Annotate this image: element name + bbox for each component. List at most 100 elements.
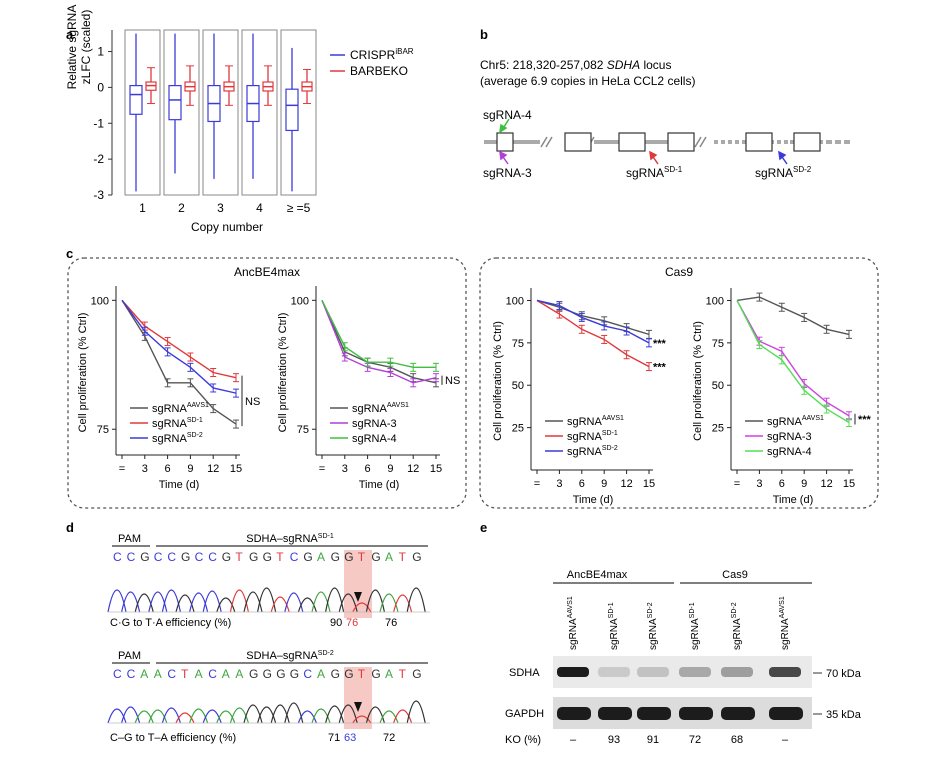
e-ko-4: 72 bbox=[689, 734, 701, 746]
d-peak-16 bbox=[325, 705, 345, 724]
c-ytick-25: 25 bbox=[512, 423, 524, 435]
d-base-9: T bbox=[235, 550, 243, 564]
d-base-10: G bbox=[249, 550, 258, 564]
c-xtick-0: = bbox=[734, 478, 740, 490]
d-base-22: G bbox=[412, 667, 421, 681]
d-base-21: T bbox=[399, 667, 407, 681]
d-base-15: A bbox=[317, 550, 325, 564]
d-peak-5 bbox=[175, 712, 195, 724]
a-ytick-3: -2 bbox=[93, 152, 104, 166]
c-legend-1: sgRNAAAVS1 bbox=[567, 415, 624, 428]
c-line-3 bbox=[321, 300, 436, 369]
d-peak-19 bbox=[365, 589, 385, 613]
a-ytick-0: 1 bbox=[97, 45, 104, 59]
d-base-21: T bbox=[399, 550, 407, 564]
c-ytick-50: 50 bbox=[712, 380, 724, 392]
d-base-18: T bbox=[358, 667, 366, 681]
e-band-gapdh-4 bbox=[679, 707, 713, 720]
e-band-gapdh-2 bbox=[598, 707, 632, 720]
c-line-2 bbox=[121, 299, 237, 379]
a-legend-crispr: CRISPRiBAR bbox=[350, 47, 414, 62]
d-base-16: G bbox=[331, 550, 340, 564]
d-base-12: G bbox=[276, 667, 285, 681]
d-peak-3 bbox=[148, 709, 168, 724]
a-box-crispr-3 bbox=[207, 33, 221, 179]
d-peak-8 bbox=[216, 710, 236, 724]
e-lane-label-3: sgRNASD-2 bbox=[647, 602, 659, 650]
c-xtick-5: 15 bbox=[643, 478, 655, 490]
a-box-barbeko-2 bbox=[184, 65, 196, 106]
a-legend: CRISPRiBAR BARBEKO bbox=[330, 47, 414, 78]
b-subtitle: (average 6.9 copies in HeLa CCL2 cells) bbox=[480, 74, 695, 88]
d-eff-label-2: C–G to T–A efficiency (%) bbox=[110, 732, 236, 744]
b-label-sgsd2: sgRNASD-2 bbox=[755, 165, 812, 180]
c-line-3 bbox=[536, 299, 650, 344]
d-base-14: C bbox=[303, 667, 312, 681]
a-xtick-1: 1 bbox=[139, 201, 146, 215]
panel-letter-b: b bbox=[480, 27, 488, 42]
c-line-1 bbox=[321, 300, 437, 384]
c-ylabel: Cell proliferation (% Ctrl) bbox=[277, 313, 289, 433]
c-ytick-100: 100 bbox=[291, 295, 309, 307]
e-band-gapdh-1 bbox=[557, 707, 591, 720]
d-peak-0 bbox=[107, 708, 127, 724]
d-base-22: G bbox=[412, 550, 421, 564]
a-box-crispr-5 bbox=[285, 47, 299, 192]
c-xtick-4: 12 bbox=[620, 478, 632, 490]
c-legend-3: sgRNASD-2 bbox=[567, 445, 618, 458]
c-xtick-1: 3 bbox=[142, 463, 148, 475]
c-legend-2: sgRNASD-1 bbox=[567, 430, 618, 443]
d-peak-7 bbox=[202, 709, 222, 724]
d-base-13: C bbox=[290, 550, 299, 564]
c-ytick-100: 100 bbox=[506, 295, 524, 307]
c-line-2 bbox=[736, 300, 850, 417]
d-peak-14 bbox=[297, 597, 317, 613]
c-xtick-2: 6 bbox=[165, 463, 171, 475]
d-guide-1: SDHA–sgRNASD-1 bbox=[246, 533, 334, 545]
d-peak-8 bbox=[216, 597, 236, 613]
d-base-15: A bbox=[317, 667, 325, 681]
e-ko-5: 68 bbox=[731, 734, 743, 746]
e-group-ancbe: AncBE4max bbox=[567, 569, 628, 581]
d-peak-16 bbox=[325, 587, 345, 613]
d-peak-2 bbox=[134, 593, 154, 613]
panel-letter-e: e bbox=[480, 520, 487, 535]
c-line-1 bbox=[121, 299, 237, 425]
d-base-4: C bbox=[167, 667, 176, 681]
d-peak-18 bbox=[352, 715, 372, 724]
b-title: Chr5: 218,320-257,082 SDHA locus bbox=[480, 58, 671, 72]
a-frame-5 bbox=[280, 29, 317, 196]
e-band-sdha-3 bbox=[637, 667, 669, 677]
c-ylabel: Cell proliferation (% Ctrl) bbox=[77, 313, 89, 433]
c-xlabel: Time (d) bbox=[573, 494, 614, 506]
c-plot-1: 100 75 = 3 6 9 12 15 Time (d) Cell proliferation … bbox=[77, 286, 260, 491]
a-ylabel-2: zLFC (scaled) bbox=[79, 10, 93, 85]
c-xtick-2: 6 bbox=[365, 463, 371, 475]
e-ko-6: – bbox=[782, 734, 789, 746]
b-label-sg4: sgRNA-4 bbox=[483, 108, 532, 122]
e-row-sdha: SDHA bbox=[509, 667, 540, 679]
d-base-17: G bbox=[344, 550, 353, 564]
a-ytick-2: -1 bbox=[93, 116, 104, 130]
c-ns: NS bbox=[445, 375, 460, 387]
c-stars-sd1: *** bbox=[653, 362, 667, 374]
e-band-sdha-4 bbox=[679, 667, 711, 677]
a-box-barbeko-5 bbox=[301, 68, 313, 105]
d-base-18: T bbox=[358, 550, 366, 564]
c-xtick-4: 12 bbox=[407, 463, 419, 475]
d-base-6: C bbox=[195, 550, 204, 564]
d-peak-14 bbox=[297, 710, 317, 724]
b-exon-1 bbox=[496, 132, 514, 152]
c-legend-2: sgRNASD-1 bbox=[152, 417, 203, 430]
d-base-16: G bbox=[331, 667, 340, 681]
d-eff-1-b: 76 bbox=[346, 617, 358, 629]
d-eff-2-c: 72 bbox=[383, 732, 395, 744]
d-base-8: G bbox=[222, 550, 231, 564]
d-trace-2 bbox=[107, 700, 430, 724]
a-xtick-2: 2 bbox=[178, 201, 185, 215]
c-xtick-2: 6 bbox=[579, 478, 585, 490]
b-arrows bbox=[499, 118, 788, 165]
